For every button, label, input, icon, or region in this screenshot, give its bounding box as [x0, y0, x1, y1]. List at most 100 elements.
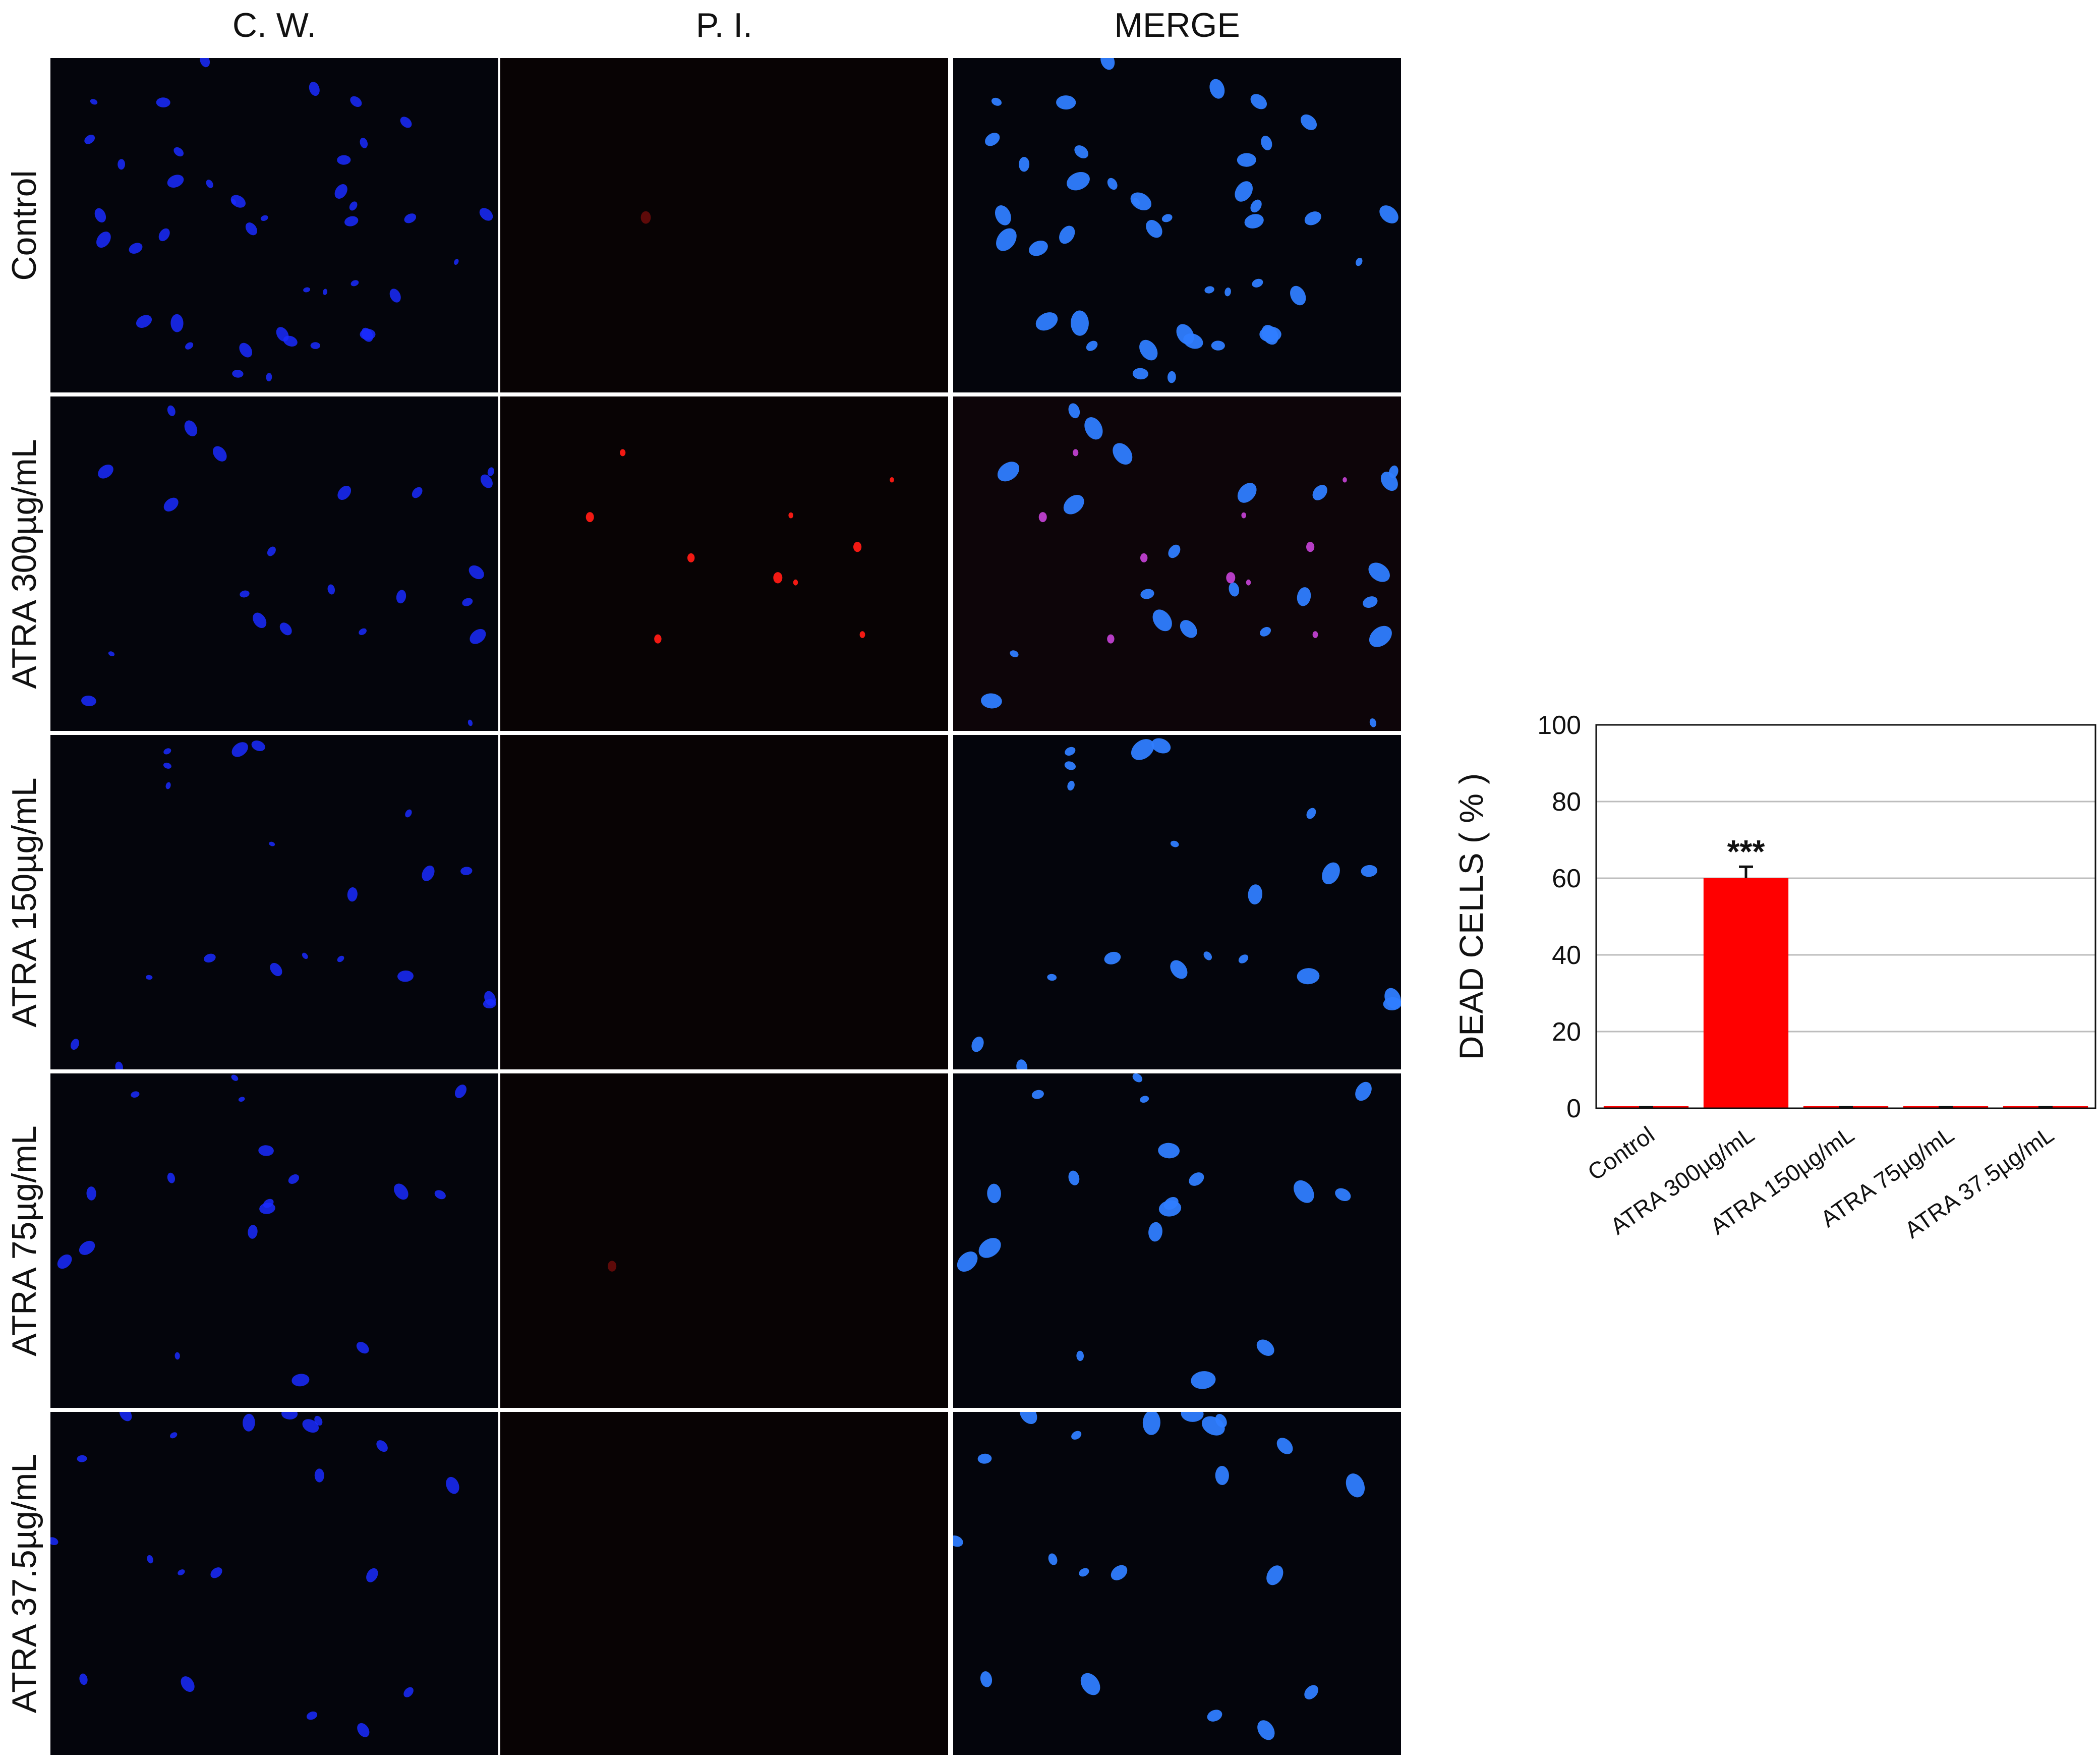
nucleus-spot [84, 135, 95, 144]
micrograph-image [981, 403, 1398, 727]
nucleus-spot [1167, 371, 1176, 383]
nucleus-spot [360, 328, 376, 340]
nucleus-spot [1016, 1059, 1028, 1069]
nucleus-spot [181, 1676, 195, 1692]
nucleus-spot [1368, 562, 1390, 582]
nucleus-spot [422, 865, 435, 881]
nucleus-spot [1079, 1568, 1089, 1577]
nucleus-spot [314, 1468, 324, 1483]
nucleus-spot [1237, 153, 1256, 167]
nucleus-spot [263, 1199, 274, 1208]
nucleus-spot [239, 343, 253, 358]
nucleus-spot [269, 841, 275, 846]
column-header-pi: P. I. [695, 6, 753, 44]
nucleus-spot [306, 1711, 318, 1720]
nucleus-spot [1130, 192, 1151, 210]
nucleus-spot [1290, 286, 1306, 306]
nucleus-spot [400, 117, 412, 128]
nucleus-spot [1189, 1172, 1204, 1186]
nucleus-spot [1068, 403, 1080, 419]
nucleus-spot [454, 1085, 467, 1098]
nucleus-spot [1224, 288, 1231, 297]
nucleus-spot [119, 1412, 132, 1421]
nucleus-spot [1256, 1339, 1274, 1356]
nucleus-spot [1104, 951, 1121, 964]
nucleus-spot [337, 155, 351, 165]
nucleus-spot [323, 289, 328, 295]
nucleus-spot [302, 952, 308, 959]
nucleus-spot [136, 315, 152, 328]
nucleus-spot [1152, 609, 1172, 632]
nucleus-spot [1080, 1673, 1100, 1695]
pi-positive-spot [586, 512, 594, 523]
row-label-atra-300: ATRA 300µg/mL [5, 438, 43, 689]
nucleus-spot [1031, 1090, 1044, 1099]
nucleus-spot [487, 467, 494, 477]
micrograph-cw-control [50, 58, 498, 392]
nucleus-spot [77, 1455, 87, 1462]
nucleus-spot [270, 962, 282, 977]
y-tick-label: 20 [1552, 1017, 1581, 1047]
nucleus-spot [1048, 1553, 1058, 1565]
micrograph-image [57, 1074, 467, 1387]
micrograph-image [608, 1261, 617, 1272]
pi-positive-spot [640, 211, 651, 224]
micrograph-image [70, 740, 496, 1069]
nucleus-spot [1297, 968, 1320, 985]
micrograph-image [500, 735, 948, 1069]
nucleus-spot [232, 370, 244, 378]
nucleus-spot [1059, 225, 1075, 244]
y-tick-label: 0 [1566, 1094, 1581, 1123]
row-label-container: ATRA 150µg/mL [0, 735, 48, 1069]
nucleus-spot [146, 975, 153, 980]
nucleus-spot [1068, 1170, 1080, 1185]
micrograph-cw-atra-75 [50, 1073, 498, 1408]
nucleus-spot [291, 1374, 310, 1387]
micrograph-merge-control [953, 58, 1401, 392]
nucleus-spot [1146, 219, 1162, 238]
bar [1703, 878, 1789, 1108]
nucleus-spot [1229, 582, 1240, 597]
pi-positive-spot [1241, 512, 1246, 519]
nucleus-spot [200, 58, 210, 68]
nucleus-spot [1203, 951, 1212, 960]
nucleus-spot [980, 1671, 993, 1687]
nucleus-spot [314, 1415, 323, 1426]
nucleus-spot [50, 1537, 59, 1546]
micrograph-merge-atra-300 [953, 396, 1401, 731]
chart-plot-frame [1595, 724, 2096, 1109]
nucleus-spot [1140, 1096, 1149, 1103]
nucleus-spot [1204, 286, 1214, 294]
nucleus-spot [412, 487, 423, 498]
pi-positive-spot [1073, 449, 1079, 457]
nucleus-spot [389, 289, 401, 303]
nucleus-spot [156, 97, 170, 107]
nucleus-spot [1244, 214, 1264, 229]
nucleus-spot [1161, 214, 1173, 222]
pi-positive-spot [1226, 572, 1236, 584]
x-tick-label: Control [1583, 1121, 1659, 1186]
nucleus-spot [1086, 340, 1098, 351]
chart-y-axis-label: DEAD CELLS ( % ) [1452, 773, 1490, 1060]
nucleus-spot [258, 1145, 274, 1156]
nucleus-spot [167, 405, 176, 416]
nucleus-spot [1019, 1412, 1037, 1425]
column-header-cw: C. W. [232, 6, 317, 44]
nucleus-spot [129, 243, 143, 254]
pi-positive-spot [773, 572, 783, 584]
micrograph-pi-control [500, 58, 948, 392]
nucleus-spot [357, 1723, 370, 1737]
nucleus-spot [238, 1097, 245, 1102]
nucleus-spot [454, 259, 459, 265]
nucleus-spot [79, 1240, 95, 1255]
pi-positive-spot [1038, 512, 1047, 523]
nucleus-spot [985, 133, 1000, 146]
nucleus-spot [1369, 718, 1376, 727]
pi-positive-spot [788, 512, 793, 519]
pi-positive-spot [654, 634, 662, 644]
nucleus-spot [184, 420, 198, 436]
micrograph-cw-atra-37-5 [50, 1412, 498, 1755]
pi-positive-spot [1312, 631, 1318, 638]
